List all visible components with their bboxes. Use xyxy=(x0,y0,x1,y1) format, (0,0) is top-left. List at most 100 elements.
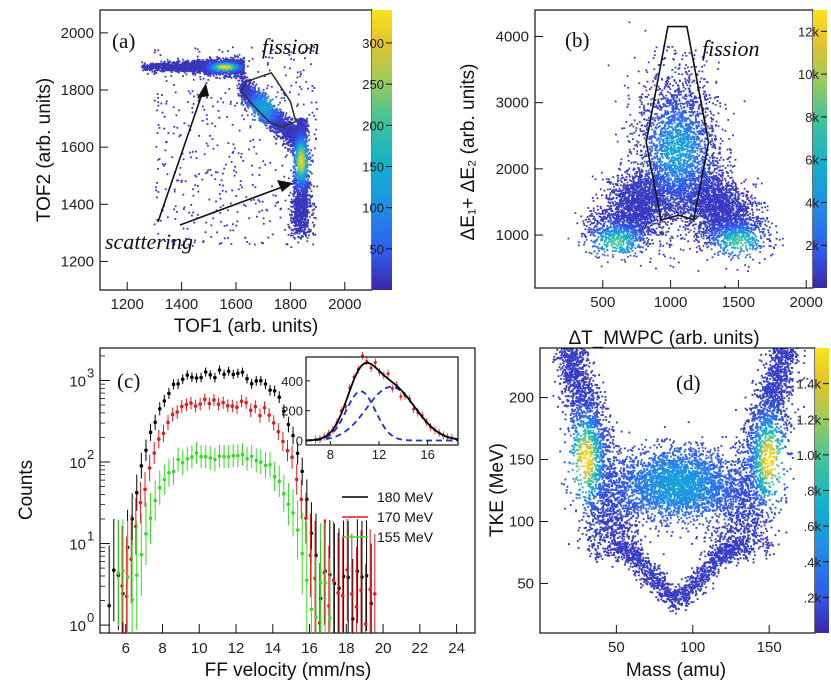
panel-a-density-cell xyxy=(189,65,191,68)
panel-a-density-cell xyxy=(236,72,239,74)
panel-a-density-cell xyxy=(201,65,204,68)
panel-a-density-cell xyxy=(151,70,154,73)
panel-a-density-cell xyxy=(295,153,298,156)
panel-a-density-cell xyxy=(307,198,310,201)
panel-a-density-cell xyxy=(229,62,232,65)
panel-a-density-cell xyxy=(263,107,266,110)
panel-a-density-cell xyxy=(234,71,237,73)
panel-a-density-cell xyxy=(232,72,235,75)
panel-a-density-cell xyxy=(271,130,274,133)
panel-a-density-cell xyxy=(190,65,192,68)
panel-a-density-cell xyxy=(188,66,191,69)
panel-a-density-cell xyxy=(196,68,199,71)
panel-a-density-cell xyxy=(295,132,297,135)
panel-a-density-cell xyxy=(276,115,279,118)
panel-a-density-cell xyxy=(296,227,299,230)
panel-a-density-cell xyxy=(305,138,308,141)
panel-a-density-cell xyxy=(307,221,310,224)
panel-a-density-cell xyxy=(233,75,235,78)
panel-a-density-cell xyxy=(257,114,260,117)
panel-a-density-cell xyxy=(304,198,307,200)
panel-a-density-cell xyxy=(179,65,182,68)
panel-a-density-cell xyxy=(206,66,209,69)
panel-a-density-cell xyxy=(202,65,205,67)
panel-a-density-cell xyxy=(237,64,240,66)
panel-a-density-cell xyxy=(227,66,230,69)
panel-a-density-cell xyxy=(192,73,195,76)
panel-a-density-cell xyxy=(294,160,297,163)
panel-a-density-cell xyxy=(294,187,297,190)
panel-a-density-cell xyxy=(303,126,306,129)
panel-a-density-cell xyxy=(287,134,290,137)
panel-a-density-cell xyxy=(276,117,278,120)
panel-a-density-cell xyxy=(157,64,160,67)
panel-a-density-cell xyxy=(222,63,225,66)
panel-a-density-cell xyxy=(245,110,248,112)
panel-a-density-cell xyxy=(288,140,291,143)
panel-a-density-cell xyxy=(167,63,170,65)
panel-a-density-cell xyxy=(280,123,282,125)
panel-a-density-cell xyxy=(307,125,310,127)
panel-a-density-cell xyxy=(209,75,212,78)
panel-a-density-cell xyxy=(251,94,254,97)
panel-a-density-cell xyxy=(149,67,152,69)
panel-a-density-cell xyxy=(270,111,273,114)
panel-a-density-cell xyxy=(213,61,216,64)
panel-a-density-cell xyxy=(299,230,302,233)
panel-a-density-cell xyxy=(192,67,195,70)
panel-a-density-cell xyxy=(212,60,215,63)
panel-a-density-cell xyxy=(305,175,308,178)
panel-a-density-cell xyxy=(277,129,279,131)
panel-a-density-cell xyxy=(230,76,233,79)
panel-a-density-cell xyxy=(292,154,295,157)
panel-a-density-cell xyxy=(155,67,158,69)
panel-a-density-cell xyxy=(288,225,290,228)
panel-a-density-cell xyxy=(277,112,280,115)
panel-a-density-cell xyxy=(302,196,305,199)
panel-a-density-cell xyxy=(281,136,284,139)
panel-a-density-cell xyxy=(239,62,242,64)
panel-a-density-cell xyxy=(261,118,264,121)
panel-a-density-cell xyxy=(301,188,304,191)
panel-a-density-cell xyxy=(155,65,158,68)
panel-a-density-cell xyxy=(160,64,163,67)
panel-a-density-cell xyxy=(239,92,242,94)
panel-a-density-cell xyxy=(276,107,278,110)
panel-a-density-cell xyxy=(290,221,293,224)
panel-a-density-cell xyxy=(181,65,184,68)
panel-a-density-cell xyxy=(212,62,215,65)
panel-a-density-cell xyxy=(264,121,267,123)
panel-a-density-cell xyxy=(287,117,289,120)
panel-a-density-cell xyxy=(198,68,201,70)
panel-a-density-cell xyxy=(298,232,301,235)
panel-a-density-cell xyxy=(228,63,230,65)
panel-a-density-cell xyxy=(266,103,269,106)
panel-a-density-cell xyxy=(290,131,293,133)
panel-a-density-cell xyxy=(239,77,242,80)
panel-a-density-cell xyxy=(304,131,307,134)
panel-a-density-cell xyxy=(204,62,207,65)
panel-a-density-cell xyxy=(270,129,273,132)
panel-a-density-cell xyxy=(188,70,190,72)
panel-a-density-cell xyxy=(251,101,253,104)
panel-a-density-cell xyxy=(262,117,265,120)
panel-a-density-cell xyxy=(309,187,311,190)
panel-a-density-cell xyxy=(175,66,177,69)
panel-a-density-cell xyxy=(302,134,305,137)
panel-a-density-cell xyxy=(231,66,234,68)
panel-a-density-cell xyxy=(297,167,300,170)
panel-a-density-cell xyxy=(269,109,272,112)
panel-a-density-cell xyxy=(207,74,210,77)
panel-a-density-cell xyxy=(275,134,278,136)
panel-a-density-cell xyxy=(294,154,296,156)
panel-a-density-cell xyxy=(304,122,307,124)
panel-a-density-cell xyxy=(297,185,300,187)
panel-a-density-cell xyxy=(300,184,303,187)
panel-a-density-cell xyxy=(270,119,273,122)
panel-a-density-cell xyxy=(295,217,298,220)
panel-a-density-cell xyxy=(306,166,308,169)
panel-a-density-cell xyxy=(299,163,302,166)
panel-a-density-cell xyxy=(306,181,309,184)
panel-a-density-cell xyxy=(294,214,297,217)
panel-a-density-cell xyxy=(298,163,300,166)
